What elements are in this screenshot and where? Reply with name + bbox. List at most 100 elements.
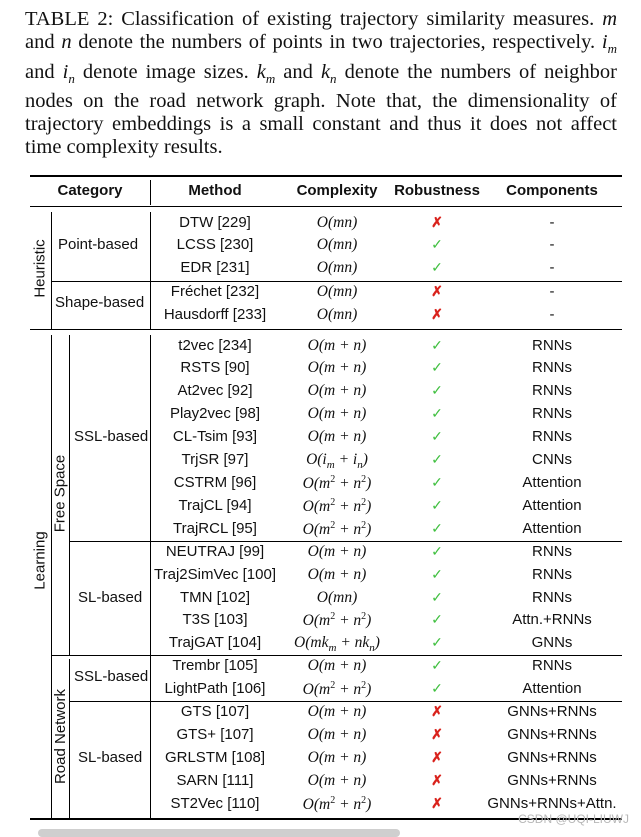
components-value: RNNs bbox=[532, 589, 572, 606]
table-rule bbox=[30, 175, 622, 177]
complexity-value: O(m + n) bbox=[307, 337, 367, 354]
components-value: - bbox=[549, 306, 555, 323]
complexity-value: O(m + n) bbox=[307, 359, 367, 376]
method-name: Trembr [105] bbox=[172, 657, 258, 674]
caption-label: TABLE 2: bbox=[25, 8, 114, 30]
cross-icon: ✗ bbox=[431, 774, 443, 789]
method-name: Hausdorff [233] bbox=[163, 306, 267, 323]
components-value: RNNs bbox=[532, 359, 572, 376]
header-category: Category bbox=[57, 182, 123, 199]
complexity-value: O(m + n) bbox=[307, 405, 367, 422]
complexity-value: O(m2 + n2) bbox=[302, 474, 372, 493]
complexity-value: O(m2 + n2) bbox=[302, 795, 372, 814]
complexity-value: O(m + n) bbox=[307, 382, 367, 399]
group-point-based: Point-based bbox=[58, 236, 139, 253]
method-name: TrajCL [94] bbox=[178, 497, 252, 514]
complexity-value: O(m2 + n2) bbox=[302, 520, 372, 539]
method-name: CL-Tsim [93] bbox=[172, 428, 258, 445]
method-name: EDR [231] bbox=[180, 259, 250, 276]
check-icon: ✓ bbox=[431, 407, 443, 422]
method-name: NEUTRAJ [99] bbox=[165, 543, 265, 560]
method-name: t2vec [234] bbox=[178, 337, 252, 354]
group-heuristic: Heuristic bbox=[31, 238, 49, 298]
group-free-space-sl: SL-based bbox=[78, 589, 143, 606]
table-rule bbox=[150, 335, 151, 818]
method-name: RSTS [90] bbox=[180, 359, 250, 376]
check-icon: ✓ bbox=[431, 545, 443, 560]
table-rule bbox=[70, 701, 622, 702]
complexity-value: O(m2 + n2) bbox=[302, 497, 372, 516]
method-name: LCSS [230] bbox=[176, 236, 254, 253]
components-value: RNNs bbox=[532, 405, 572, 422]
group-free-space-ssl: SSL-based bbox=[74, 428, 149, 445]
complexity-value: O(m + n) bbox=[307, 703, 367, 720]
components-value: - bbox=[549, 214, 555, 231]
check-icon: ✓ bbox=[431, 613, 443, 628]
group-road-network-sl: SL-based bbox=[78, 749, 143, 766]
method-name: TrajRCL [95] bbox=[173, 520, 257, 537]
method-name: Traj2SimVec [100] bbox=[154, 566, 276, 583]
method-name: TrajGAT [104] bbox=[168, 634, 262, 651]
components-value: Attention bbox=[522, 520, 582, 537]
check-icon: ✓ bbox=[431, 361, 443, 376]
complexity-value: O(m + n) bbox=[307, 543, 367, 560]
check-icon: ✓ bbox=[431, 522, 443, 537]
cross-icon: ✗ bbox=[431, 308, 443, 323]
header-method: Method bbox=[188, 182, 242, 199]
method-name: DTW [229] bbox=[179, 214, 251, 231]
group-shape-based: Shape-based bbox=[55, 294, 145, 311]
group-road-network-ssl: SSL-based bbox=[74, 668, 149, 685]
table-rule bbox=[52, 281, 622, 282]
table-rule bbox=[150, 180, 151, 205]
check-icon: ✓ bbox=[431, 682, 443, 697]
components-value: RNNs bbox=[532, 337, 572, 354]
table-rule bbox=[51, 335, 52, 818]
cross-icon: ✗ bbox=[431, 751, 443, 766]
method-name: LightPath [106] bbox=[164, 680, 266, 697]
components-value: GNNs+RNNs bbox=[507, 749, 597, 766]
watermark: CSDN @UQI-LIUWJ bbox=[518, 812, 629, 826]
components-value: GNNs+RNNs bbox=[507, 726, 597, 743]
method-name: TMN [102] bbox=[179, 589, 251, 606]
table-rule bbox=[70, 541, 622, 542]
components-value: RNNs bbox=[532, 566, 572, 583]
group-free-space: Free Space bbox=[51, 454, 69, 532]
table-rule bbox=[52, 655, 622, 656]
complexity-value: O(m2 + n2) bbox=[302, 611, 372, 630]
cross-icon: ✗ bbox=[431, 705, 443, 720]
check-icon: ✓ bbox=[431, 499, 443, 514]
complexity-value: O(m + n) bbox=[307, 772, 367, 789]
check-icon: ✓ bbox=[431, 453, 443, 468]
components-value: RNNs bbox=[532, 543, 572, 560]
complexity-value: O(m + n) bbox=[307, 749, 367, 766]
cross-icon: ✗ bbox=[431, 216, 443, 231]
group-learning: Learning bbox=[31, 530, 49, 590]
components-value: GNNs+RNNs+Attn. bbox=[487, 795, 617, 812]
method-name: Play2vec [98] bbox=[169, 405, 261, 422]
components-value: Attention bbox=[522, 474, 582, 491]
components-value: GNNs bbox=[531, 634, 573, 651]
complexity-value: O(mn) bbox=[316, 236, 358, 253]
horizontal-scrollbar[interactable] bbox=[38, 829, 400, 837]
table-rule bbox=[150, 212, 151, 329]
complexity-value: O(im + in) bbox=[306, 451, 368, 472]
complexity-value: O(m + n) bbox=[307, 726, 367, 743]
components-value: GNNs+RNNs bbox=[507, 703, 597, 720]
components-value: GNNs+RNNs bbox=[507, 772, 597, 789]
components-value: - bbox=[549, 236, 555, 253]
table-rule bbox=[30, 329, 622, 330]
header-complexity: Complexity bbox=[296, 182, 378, 199]
check-icon: ✓ bbox=[431, 659, 443, 674]
complexity-value: O(m + n) bbox=[307, 657, 367, 674]
check-icon: ✓ bbox=[431, 636, 443, 651]
method-name: T3S [103] bbox=[182, 611, 248, 628]
components-value: RNNs bbox=[532, 657, 572, 674]
check-icon: ✓ bbox=[431, 261, 443, 276]
table-caption: TABLE 2: Classification of existing traj… bbox=[25, 8, 618, 159]
method-name: Fréchet [232] bbox=[170, 283, 260, 300]
components-value: CNNs bbox=[532, 451, 572, 468]
components-value: RNNs bbox=[532, 382, 572, 399]
header-robustness: Robustness bbox=[394, 182, 480, 199]
check-icon: ✓ bbox=[431, 339, 443, 354]
table-rule bbox=[69, 335, 70, 655]
